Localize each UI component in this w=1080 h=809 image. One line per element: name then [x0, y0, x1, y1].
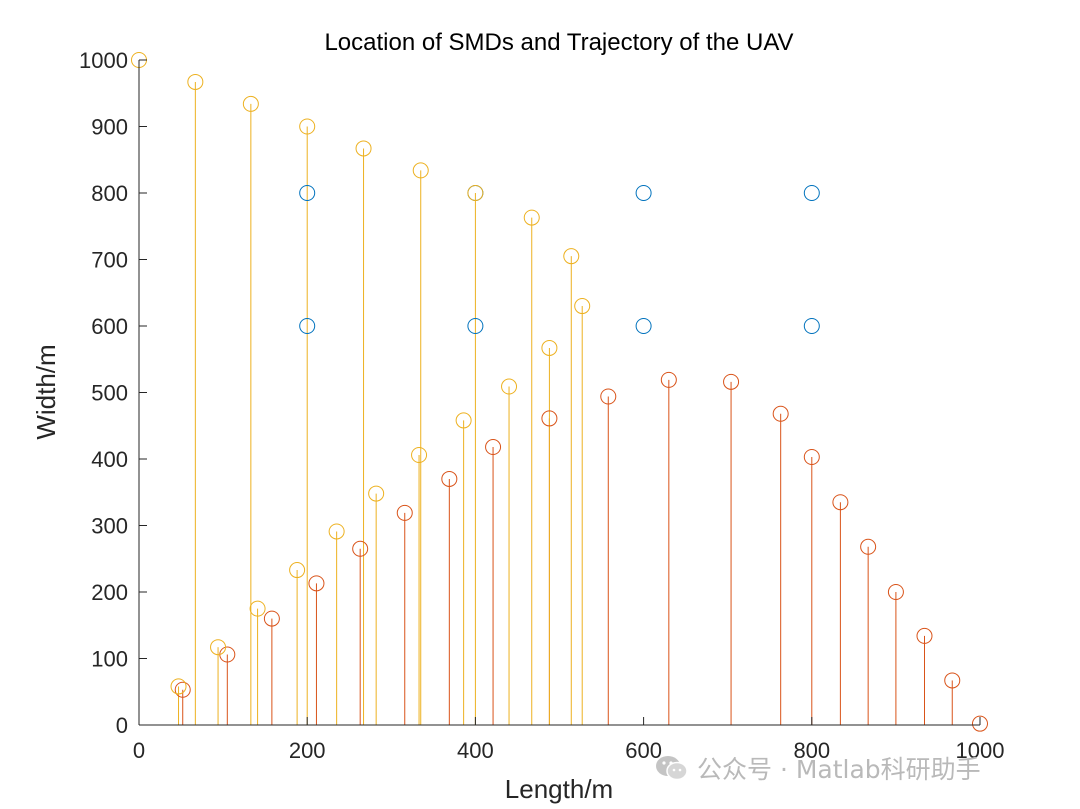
data-point [170, 678, 187, 695]
x-axis-ticks: 0 200 400 600 800 1000 [133, 717, 1005, 763]
data-point [396, 504, 413, 521]
data-point [635, 185, 652, 201]
data-point [803, 185, 820, 201]
data-point [887, 584, 904, 600]
data-point [299, 118, 316, 135]
data-point [803, 318, 820, 334]
data-point [411, 447, 428, 464]
y-tick-label: 400 [91, 447, 128, 472]
x-tick-label: 400 [457, 738, 494, 763]
data-point [174, 681, 191, 698]
data-point [299, 185, 316, 201]
data-point [467, 185, 484, 201]
x-tick-label: 600 [625, 738, 662, 763]
x-tick-label: 0 [133, 738, 145, 763]
data-point [501, 378, 518, 395]
y-tick-label: 0 [116, 713, 128, 738]
x-axis-label: Length/m [505, 774, 613, 804]
data-point [352, 540, 369, 557]
data-point [723, 373, 740, 390]
data-point [972, 715, 988, 732]
data-point [803, 449, 820, 466]
data-point [328, 523, 345, 540]
watermark: 公众号 · Matlab科研助手 [655, 748, 981, 788]
data-point [523, 209, 540, 226]
data-point [916, 627, 933, 644]
data-point [541, 339, 558, 356]
y-tick-label: 200 [91, 580, 128, 605]
data-point [772, 405, 789, 422]
x-tick-label: 800 [793, 738, 830, 763]
y-axis-label: Width/m [31, 344, 61, 439]
y-tick-label: 1000 [79, 48, 128, 73]
data-point [242, 95, 259, 112]
data-point [299, 318, 316, 334]
y-tick-label: 900 [91, 115, 128, 140]
y-tick-label: 700 [91, 248, 128, 273]
data-point [210, 639, 227, 656]
wechat-icon [656, 756, 688, 781]
data-point [944, 672, 961, 689]
data-point [563, 248, 580, 265]
x-tick-label: 1000 [956, 738, 1005, 763]
data-point [187, 73, 204, 90]
data-point [574, 298, 591, 315]
data-point [600, 388, 617, 405]
data-point [660, 371, 677, 388]
data-point [263, 610, 280, 627]
data-point [860, 538, 877, 555]
data-point [455, 412, 472, 429]
data-point [355, 140, 372, 157]
data-point [308, 575, 325, 592]
y-tick-label: 500 [91, 381, 128, 406]
data-point [467, 318, 484, 334]
y-axis-ticks: 0 100 200 300 400 500 600 700 800 900 1000 [79, 48, 147, 738]
data-point [485, 439, 502, 456]
data-point [832, 494, 849, 511]
data-markers [131, 52, 988, 732]
data-point [541, 410, 558, 427]
data-point [441, 470, 458, 487]
y-tick-label: 300 [91, 514, 128, 539]
y-tick-label: 600 [91, 314, 128, 339]
data-point [289, 562, 306, 579]
y-tick-label: 100 [91, 647, 128, 672]
data-point [412, 162, 429, 179]
data-point [635, 318, 652, 334]
chart-title: Location of SMDs and Trajectory of the U… [324, 29, 793, 56]
data-point [249, 600, 266, 617]
plot-background [139, 60, 980, 725]
x-tick-label: 200 [289, 738, 326, 763]
data-point [368, 485, 385, 502]
watermark-text: 公众号 · Matlab科研助手 [697, 755, 981, 784]
y-tick-label: 800 [91, 181, 128, 206]
